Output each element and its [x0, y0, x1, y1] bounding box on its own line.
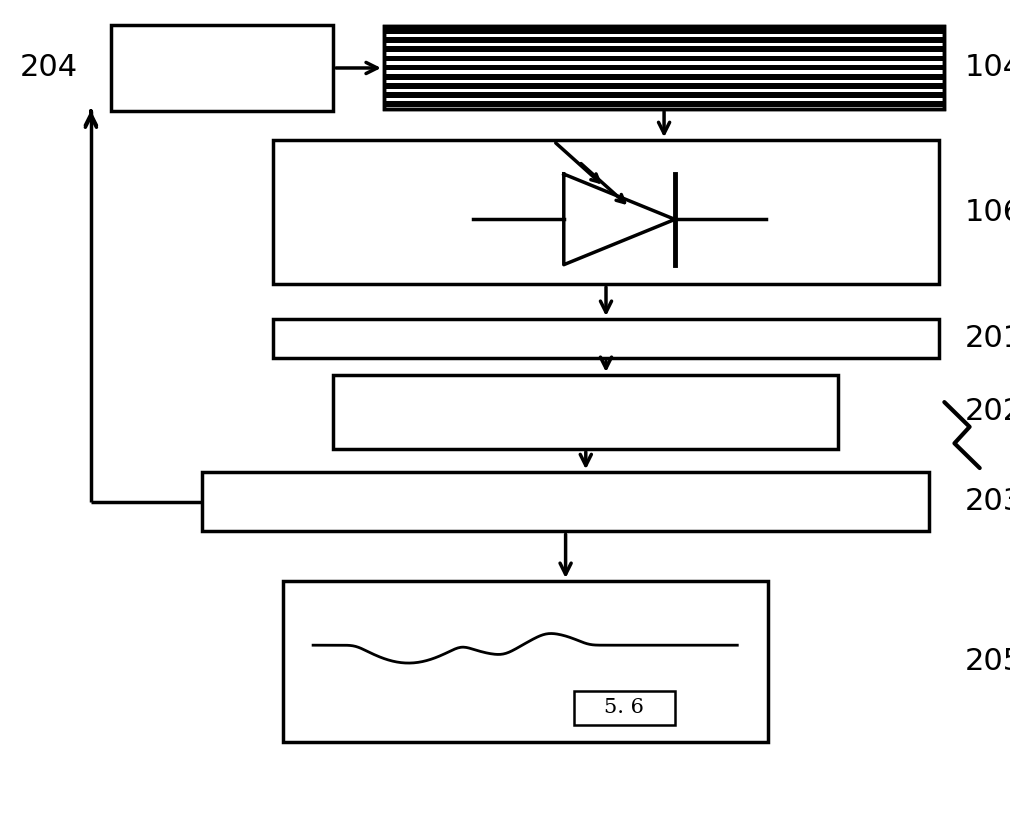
Text: 106: 106 [965, 198, 1010, 227]
Bar [273, 319, 939, 358]
Bar [384, 55, 944, 61]
Bar [273, 140, 939, 284]
Bar [384, 83, 944, 89]
Bar [283, 581, 768, 742]
Text: 104: 104 [965, 53, 1010, 82]
Bar [384, 65, 944, 70]
Text: 205: 205 [965, 647, 1010, 676]
Bar [574, 691, 675, 725]
Bar [384, 26, 944, 109]
Polygon shape [564, 174, 675, 265]
Bar [333, 375, 838, 449]
Bar [384, 28, 944, 34]
Text: 201: 201 [965, 324, 1010, 353]
Text: 202: 202 [965, 397, 1010, 427]
Bar [384, 101, 944, 107]
Bar [384, 26, 944, 109]
Text: 5. 6: 5. 6 [604, 698, 644, 718]
Bar [111, 25, 333, 111]
Bar [384, 74, 944, 80]
Bar [384, 37, 944, 43]
Bar [384, 92, 944, 98]
Text: 203: 203 [965, 487, 1010, 517]
Bar [202, 472, 929, 531]
Bar [384, 46, 944, 52]
Text: 204: 204 [20, 54, 79, 82]
